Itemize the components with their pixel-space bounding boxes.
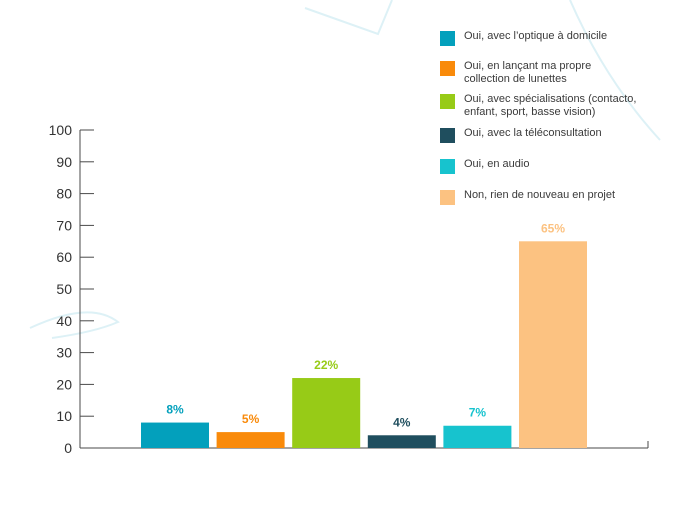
- bar: [292, 378, 361, 448]
- bar: [443, 425, 512, 448]
- bars: [141, 241, 587, 448]
- legend-item: Oui, avec la téléconsultation: [440, 127, 602, 143]
- legend-label: Oui, en lançant ma propre collection de …: [464, 60, 592, 85]
- bar-value-label: 4%: [393, 415, 411, 429]
- legend-label: Oui, avec l’optique à domicile: [464, 30, 608, 42]
- y-tick-label: 60: [56, 249, 72, 265]
- y-tick-label: 80: [56, 186, 72, 202]
- bar-value-label: 7%: [469, 406, 487, 420]
- y-tick-label: 20: [56, 376, 72, 392]
- legend-item: Oui, avec l’optique à domicile: [440, 30, 607, 46]
- legend-swatch: [440, 128, 455, 143]
- y-tick-label: 70: [56, 217, 72, 233]
- legend-label: Non, rien de nouveau en projet: [464, 189, 616, 201]
- legend-item: Oui, en lançant ma propre collection de …: [440, 60, 591, 86]
- y-tick-label: 10: [56, 408, 72, 424]
- bar-value-label: 8%: [166, 403, 184, 417]
- y-tick-label: 50: [56, 281, 72, 297]
- bar-value-label: 65%: [541, 221, 565, 235]
- y-axis: 0 10 20 30 40 50 60 70 80 90 100: [49, 122, 649, 456]
- legend-item: Non, rien de nouveau en projet: [440, 189, 615, 205]
- legend-label: Oui, en audio: [464, 158, 530, 170]
- bar-value-label: 22%: [314, 358, 338, 372]
- legend-item: Oui, avec spécialisations (contacto, enf…: [440, 93, 636, 119]
- y-tick-label: 0: [64, 440, 72, 456]
- data-labels: 8% 5% 22% 4% 7% 65%: [166, 221, 565, 429]
- bar: [141, 422, 209, 448]
- legend-swatch: [440, 61, 455, 76]
- bar: [367, 435, 436, 448]
- legend-swatch: [440, 94, 455, 109]
- bar: [216, 432, 285, 448]
- y-tick-label: 30: [56, 345, 72, 361]
- decorative-background: [29, 0, 661, 339]
- y-tick-label: 90: [56, 154, 72, 170]
- bar-value-label: 5%: [242, 412, 260, 426]
- legend-swatch: [440, 159, 455, 174]
- bar: [519, 241, 587, 448]
- legend-swatch: [440, 31, 455, 46]
- y-tick-label: 40: [56, 313, 72, 329]
- legend-label: Oui, avec spécialisations (contacto, enf…: [464, 93, 637, 118]
- y-tick-label: 100: [49, 122, 73, 138]
- legend-label: Oui, avec la téléconsultation: [464, 127, 602, 139]
- legend-swatch: [440, 190, 455, 205]
- legend-item: Oui, en audio: [440, 158, 529, 174]
